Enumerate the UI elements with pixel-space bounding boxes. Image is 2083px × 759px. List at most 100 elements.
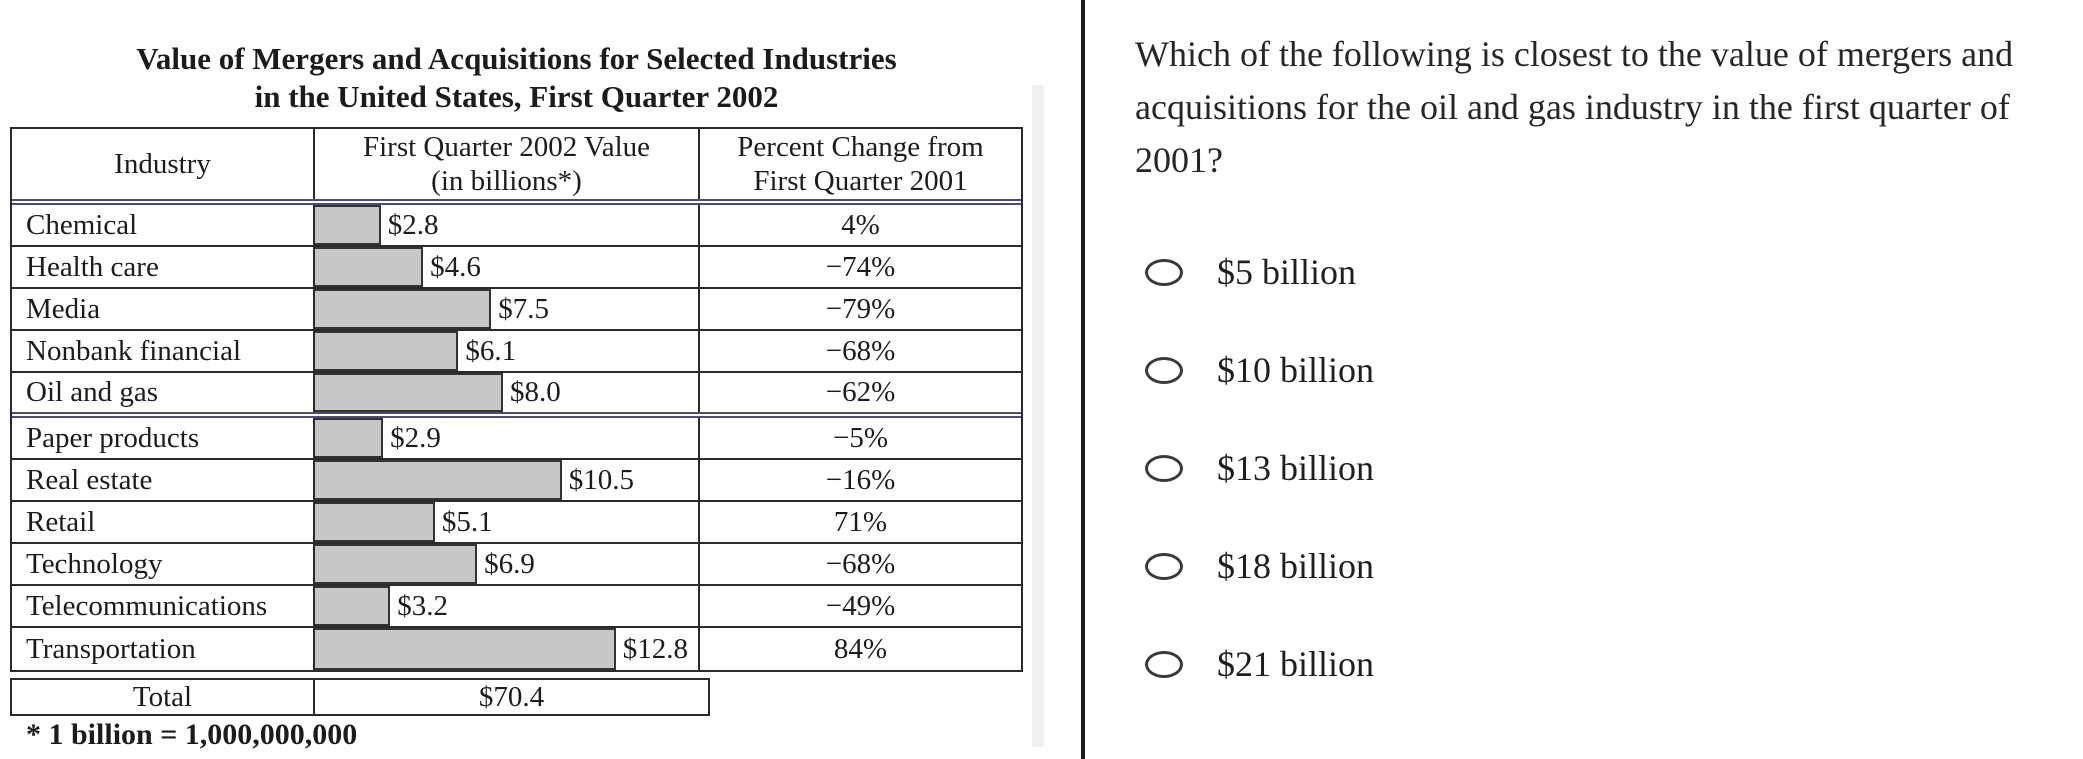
pane-divider	[1081, 0, 1085, 759]
industry-label: Telecommunications	[26, 589, 268, 622]
value-label: $5.1	[441, 505, 493, 538]
value-bar	[315, 418, 384, 458]
percent-label: −16%	[825, 463, 896, 496]
radio-button-icon[interactable]	[1145, 552, 1183, 580]
question-line: 2001?	[1135, 140, 1223, 180]
percent-cell: −5%	[700, 418, 1021, 458]
value-label: $2.8	[387, 208, 439, 241]
value-bar-cell: $10.5	[315, 460, 700, 500]
industry-label: Media	[26, 292, 101, 325]
industry-cell: Technology	[12, 544, 315, 584]
value-bar-cell: $2.8	[315, 205, 700, 245]
footnote: * 1 billion = 1,000,000,000	[26, 718, 358, 751]
header-percent-line1: Percent Change from	[737, 131, 984, 163]
industry-label: Chemical	[26, 208, 138, 241]
percent-cell: 71%	[700, 502, 1021, 542]
table-row: Retail $5.1 71%	[12, 502, 1021, 544]
percent-cell: 84%	[700, 628, 1021, 670]
percent-label: −79%	[825, 292, 896, 325]
industry-label: Paper products	[26, 421, 200, 454]
answer-option-label[interactable]: $10 billion	[1217, 350, 1375, 390]
header-percent: Percent Change from First Quarter 2001	[700, 129, 1021, 199]
percent-cell: −68%	[700, 544, 1021, 584]
value-bar-cell: $6.9	[315, 544, 700, 584]
radio-button-icon[interactable]	[1145, 258, 1183, 286]
answer-option-label[interactable]: $13 billion	[1217, 448, 1375, 488]
table-row: Media $7.5 −79%	[12, 289, 1021, 331]
answer-option-label[interactable]: $18 billion	[1217, 546, 1375, 586]
value-label: $8.0	[510, 376, 561, 408]
header-percent-line2: First Quarter 2001	[753, 165, 968, 197]
value-label: $12.8	[622, 632, 689, 665]
question-text: Which of the following is closest to the…	[1135, 28, 2083, 187]
value-bar-cell: $7.5	[315, 289, 700, 329]
table-row: Oil and gas $8.0 −62%	[12, 373, 1021, 418]
table-row: Health care $4.6 −74%	[12, 247, 1021, 289]
value-bar-cell: $2.9	[315, 418, 700, 458]
answer-option-1[interactable]: $5 billion	[1145, 250, 1374, 294]
percent-label: −49%	[825, 589, 896, 622]
chart-title: Value of Mergers and Acquisitions for Se…	[10, 40, 1023, 116]
value-bar	[315, 502, 435, 542]
percent-cell: −49%	[700, 586, 1021, 626]
table-row: Chemical $2.8 4%	[12, 205, 1021, 247]
value-label: $4.6	[430, 250, 481, 283]
industry-cell: Transportation	[12, 628, 315, 670]
chart-title-line2: in the United States, First Quarter 2002	[254, 79, 779, 114]
chart-title-line1: Value of Mergers and Acquisitions for Se…	[136, 41, 897, 76]
industry-cell: Retail	[12, 502, 315, 542]
value-bar	[315, 628, 616, 670]
value-bar-cell: $5.1	[315, 502, 700, 542]
answer-option-label[interactable]: $21 billion	[1217, 644, 1375, 684]
value-bar-cell: $12.8	[315, 628, 700, 670]
percent-label: −68%	[825, 547, 896, 580]
percent-label: −62%	[825, 376, 896, 408]
percent-cell: −68%	[700, 331, 1021, 371]
value-label: $7.5	[498, 292, 549, 325]
value-bar-cell: $3.2	[315, 586, 700, 626]
total-label-cell: Total	[12, 680, 315, 714]
value-label: $10.5	[568, 463, 634, 496]
value-label: $2.9	[390, 421, 441, 454]
total-row: Total $70.4	[10, 678, 710, 716]
industry-label: Retail	[26, 505, 96, 538]
radio-button-icon[interactable]	[1145, 356, 1183, 384]
header-value: First Quarter 2002 Value (in billions*)	[315, 129, 700, 199]
header-industry-label: Industry	[114, 148, 211, 180]
answer-option-3[interactable]: $13 billion	[1145, 446, 1374, 490]
percent-cell: −62%	[700, 373, 1021, 412]
value-bar-cell: $4.6	[315, 247, 700, 287]
percent-label: 4%	[841, 208, 880, 241]
radio-button-icon[interactable]	[1145, 454, 1183, 482]
value-bar-cell: $6.1	[315, 331, 700, 371]
value-bar	[315, 460, 562, 500]
industry-cell: Oil and gas	[12, 373, 315, 412]
total-label: Total	[132, 680, 193, 713]
answer-option-2[interactable]: $10 billion	[1145, 348, 1374, 392]
value-bar	[315, 373, 503, 412]
percent-cell: −79%	[700, 289, 1021, 329]
table-header-row: Industry First Quarter 2002 Value (in bi…	[12, 129, 1021, 205]
percent-cell: −16%	[700, 460, 1021, 500]
percent-label: 71%	[833, 505, 888, 538]
industry-label: Health care	[26, 250, 159, 283]
value-bar	[315, 586, 391, 626]
industry-cell: Chemical	[12, 205, 315, 245]
header-value-line2: (in billions*)	[431, 165, 582, 197]
radio-button-icon[interactable]	[1145, 650, 1183, 678]
industry-label: Nonbank financial	[26, 334, 242, 367]
industry-cell: Health care	[12, 247, 315, 287]
industry-label: Real estate	[26, 463, 153, 496]
percent-label: −74%	[825, 250, 896, 283]
page-edge-shading	[1032, 85, 1044, 747]
percent-label: 84%	[833, 632, 888, 665]
answer-option-label[interactable]: $5 billion	[1217, 252, 1357, 292]
data-table: Industry First Quarter 2002 Value (in bi…	[10, 127, 1023, 672]
total-value-cell: $70.4	[315, 680, 708, 714]
value-bar	[315, 289, 492, 329]
answer-option-5[interactable]: $21 billion	[1145, 642, 1374, 686]
value-label: $3.2	[397, 589, 448, 622]
header-industry: Industry	[12, 129, 315, 199]
value-bar	[315, 205, 381, 245]
answer-option-4[interactable]: $18 billion	[1145, 544, 1374, 588]
